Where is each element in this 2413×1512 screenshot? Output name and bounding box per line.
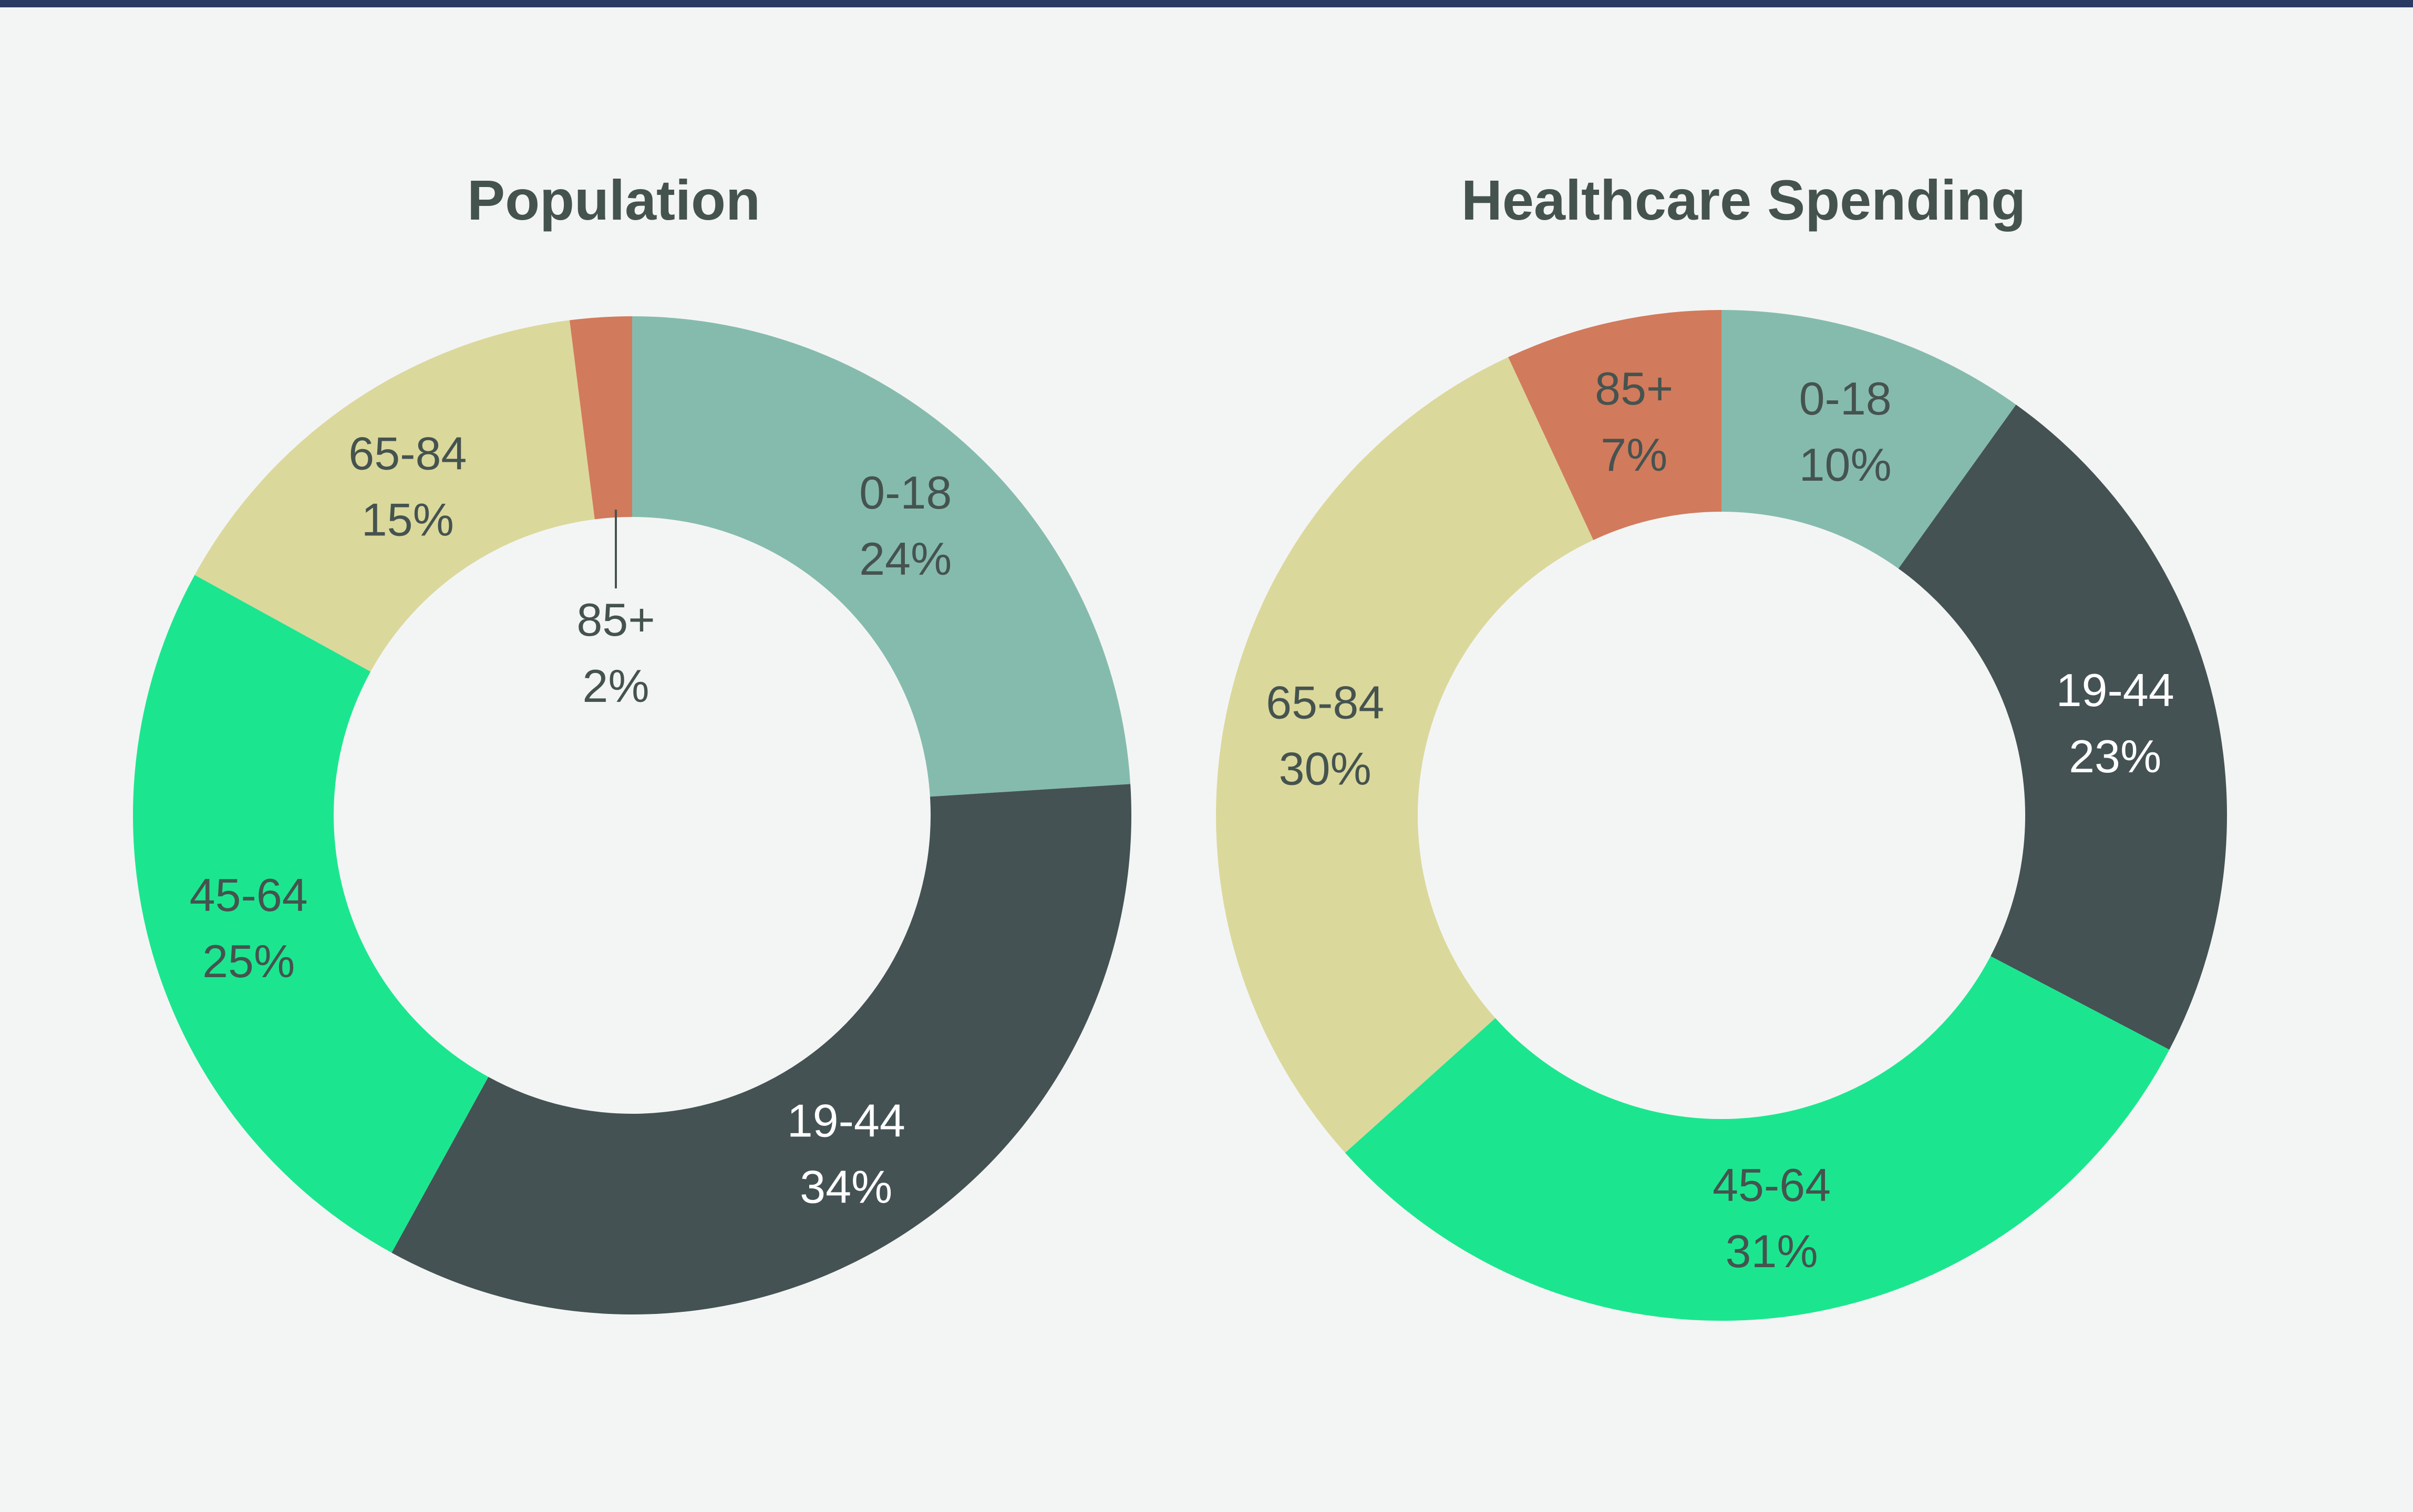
slice-19-44 (391, 784, 1132, 1314)
chart-title: Healthcare Spending (1461, 168, 2026, 232)
category-label: 85+ (1595, 363, 1673, 415)
category-label: 0-18 (1799, 372, 1892, 424)
value-label: 7% (1601, 429, 1667, 481)
value-label: 24% (859, 533, 952, 585)
slices-population (132, 316, 1132, 1314)
category-label: 19-44 (2056, 664, 2174, 716)
value-label: 2% (582, 660, 649, 712)
label-65-84: 65-84 15% (348, 427, 467, 545)
label-45-64: 45-64 31% (1713, 1159, 1831, 1277)
slice-85plus (1508, 310, 1721, 540)
slices-healthcare-spending (1216, 310, 2227, 1321)
label-0-18: 0-18 10% (1799, 372, 1892, 491)
labels-healthcare-spending: 0-18 10%19-44 23%45-64 31%65-84 30%85+ 7% (1266, 363, 2174, 1277)
slice-45-64 (132, 575, 489, 1253)
slice-0-18 (632, 316, 1131, 797)
slice-45-64 (1345, 956, 2170, 1321)
value-label: 25% (202, 935, 295, 987)
value-label: 15% (362, 493, 454, 545)
category-label: 19-44 (787, 1095, 905, 1147)
chart-population: Population 0-18 24% 19-44 34% 45-64 25% 65-84 1… (132, 168, 1132, 1314)
chart-title: Population (467, 168, 760, 232)
slice-65-84 (1216, 357, 1594, 1153)
labels-population: 0-18 24%19-44 34%45-64 25%65-84 15%85+ 2% (190, 427, 952, 1213)
value-label: 30% (1279, 742, 1372, 794)
category-label: 45-64 (1713, 1159, 1831, 1211)
category-label: 65-84 (1266, 676, 1384, 728)
label-45-64: 45-64 25% (190, 869, 308, 987)
slice-85plus (569, 316, 632, 520)
category-label: 45-64 (190, 869, 308, 921)
top-rule (0, 0, 2413, 7)
slice-0-18 (1721, 310, 2016, 569)
value-label: 31% (1725, 1225, 1818, 1277)
value-label: 23% (2069, 730, 2161, 782)
slice-65-84 (194, 320, 595, 672)
label-19-44: 19-44 23% (2056, 664, 2174, 782)
value-label: 34% (800, 1161, 892, 1213)
label-65-84: 65-84 30% (1266, 676, 1384, 794)
value-label: 10% (1799, 439, 1892, 491)
category-label: 0-18 (859, 467, 952, 519)
category-label: 65-84 (348, 427, 467, 479)
category-label: 85+ (576, 594, 655, 646)
chart-healthcare-spending: Healthcare Spending 0-18 10% 19-44 23% 45-64… (1216, 168, 2227, 1321)
label-19-44: 19-44 34% (787, 1095, 905, 1213)
label-0-18: 0-18 24% (859, 467, 952, 585)
slice-19-44 (1898, 405, 2227, 1050)
label-85plus: 85+ 2% (576, 594, 655, 712)
label-85plus: 85+ 7% (1595, 363, 1673, 481)
